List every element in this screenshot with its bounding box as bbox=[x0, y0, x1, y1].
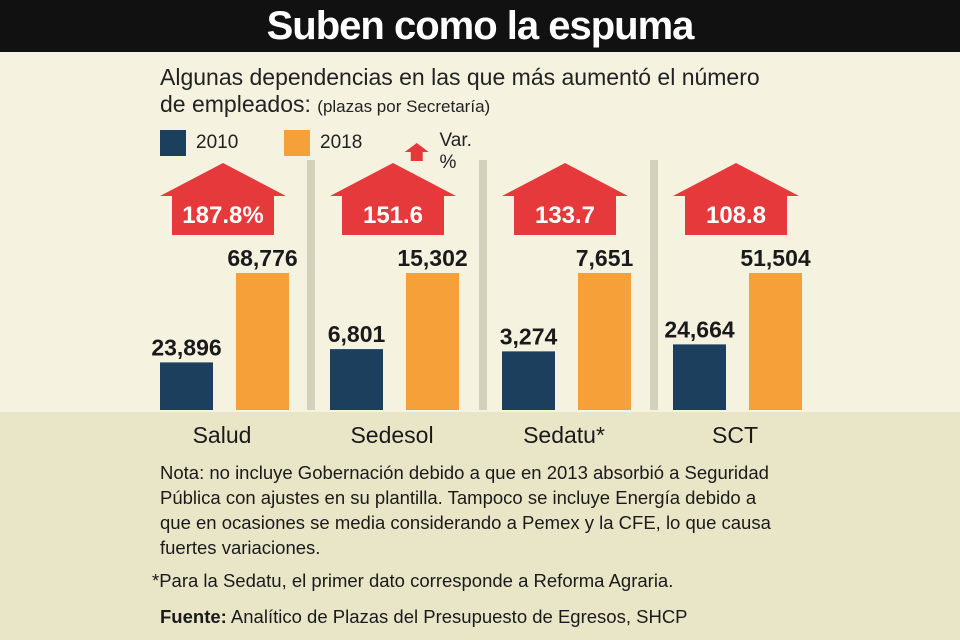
note-line-4: fuertes variaciones. bbox=[160, 537, 321, 558]
legend-item-2010: 2010 bbox=[160, 130, 238, 156]
category-label-0: Salud bbox=[193, 422, 252, 448]
variation-label-3: 108.8 bbox=[706, 202, 766, 229]
category-label-3: SCT bbox=[712, 422, 758, 448]
subtitle-paren: (plazas por Secretaría) bbox=[317, 97, 491, 116]
variation-label-1: 151.6 bbox=[363, 202, 423, 229]
legend-swatch-2018 bbox=[284, 130, 310, 156]
label-2018-2: 7,651 bbox=[576, 245, 634, 271]
variation-label-2: 133.7 bbox=[535, 202, 595, 229]
label-2010-1: 6,801 bbox=[328, 321, 386, 347]
chart-subtitle: Algunas dependencias en las que más aume… bbox=[160, 64, 880, 120]
legend-label-2018: 2018 bbox=[320, 132, 363, 153]
variation-arrow-icon-3 bbox=[673, 163, 799, 235]
bar-2010-1 bbox=[330, 349, 383, 410]
label-2010-2: 3,274 bbox=[500, 323, 558, 349]
note-line-2: Pública con ajustes en su plantilla. Tam… bbox=[160, 487, 757, 508]
source-label: Fuente: bbox=[160, 606, 227, 627]
label-2018-3: 51,504 bbox=[740, 245, 811, 271]
subtitle-line-2-text: de empleados: bbox=[160, 91, 311, 117]
source-line: Fuente: Analítico de Plazas del Presupue… bbox=[160, 606, 860, 628]
legend-item-2018: 2018 bbox=[284, 130, 362, 156]
subtitle-line-1: Algunas dependencias en las que más aume… bbox=[160, 64, 760, 90]
legend-label-var: Var. % bbox=[439, 130, 472, 173]
note-line-3: que en ocasiones se media considerando a… bbox=[160, 512, 771, 533]
bar-2018-2 bbox=[578, 273, 631, 410]
legend-item-var: Var. % bbox=[404, 130, 480, 174]
label-2018-1: 15,302 bbox=[397, 245, 467, 271]
chart-title: Suben como la espuma bbox=[266, 3, 695, 48]
label-2010-3: 24,664 bbox=[664, 316, 735, 342]
bar-2010-3 bbox=[673, 344, 726, 410]
bar-2018-0 bbox=[236, 273, 289, 410]
note-line-1: Nota: no incluye Gobernación debido a qu… bbox=[160, 462, 769, 483]
bar-2018-1 bbox=[406, 273, 459, 410]
bar-2018-3 bbox=[749, 273, 802, 410]
variation-arrow-icon-2 bbox=[502, 163, 628, 235]
up-arrow-icon bbox=[404, 143, 429, 161]
note-block: Nota: no incluye Gobernación debido a qu… bbox=[160, 460, 850, 560]
bar-chart: 23,896 68,776 187.8% Salud 6,801 15,302 151.6 S… bbox=[151, 160, 811, 448]
legend-swatch-2010 bbox=[160, 130, 186, 156]
variation-label-0: 187.8% bbox=[182, 202, 263, 229]
subtitle-line-2: de empleados: (plazas por Secretaría) bbox=[160, 91, 880, 120]
column-divider-2 bbox=[479, 160, 487, 410]
variation-arrow-icon-1 bbox=[330, 163, 456, 235]
category-label-2: Sedatu* bbox=[523, 422, 605, 448]
footnote: *Para la Sedatu, el primer dato correspo… bbox=[152, 570, 674, 591]
source-text: Analítico de Plazas del Presupuesto de E… bbox=[226, 606, 688, 627]
label-2010-0: 23,896 bbox=[151, 334, 221, 360]
column-divider-3 bbox=[650, 160, 658, 410]
bar-2010-0 bbox=[160, 362, 213, 410]
column-divider-1 bbox=[307, 160, 315, 410]
legend-label-2010: 2010 bbox=[196, 132, 239, 153]
header-bar: Suben como la espuma bbox=[0, 0, 960, 52]
bar-2010-2 bbox=[502, 351, 555, 410]
variation-arrow-icon-0 bbox=[160, 163, 286, 235]
label-2018-0: 68,776 bbox=[227, 245, 297, 271]
category-label-1: Sedesol bbox=[350, 422, 433, 448]
